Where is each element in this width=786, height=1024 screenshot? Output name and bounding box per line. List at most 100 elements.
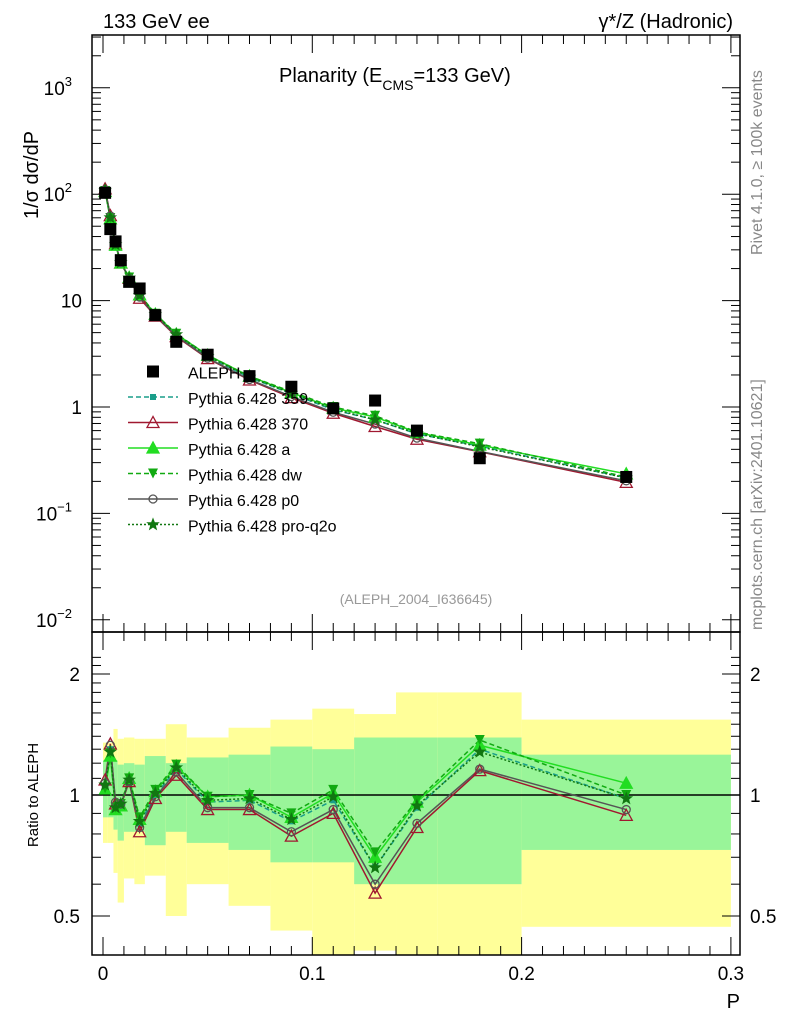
- series-line-main: [104, 190, 627, 479]
- data-point: [104, 223, 117, 236]
- circle-marker: [475, 764, 485, 774]
- stat-uncertainty-band: [134, 764, 145, 832]
- series-line-ratio: [104, 739, 627, 854]
- series-line-main: [104, 190, 627, 478]
- data-point: [620, 470, 633, 483]
- star-marker: [114, 796, 128, 810]
- series-line-main: [104, 190, 627, 479]
- rivet-version-label: Rivet 4.1.0, ≥ 100k events: [749, 70, 766, 255]
- legend-label: Pythia 6.428 p0: [188, 493, 299, 510]
- star-marker: [619, 791, 634, 805]
- star-marker: [472, 439, 487, 453]
- star-marker: [148, 786, 163, 800]
- data-point: [149, 309, 162, 322]
- star-marker: [368, 860, 382, 874]
- circle-marker: [244, 803, 255, 813]
- triangle-marker: [409, 820, 425, 834]
- ratio-axis-label: Ratio to ALEPH: [25, 743, 42, 847]
- data-point: [147, 365, 159, 378]
- data-point: [285, 380, 298, 393]
- star-marker: [410, 798, 424, 812]
- legend-label: Pythia 6.428 370: [188, 417, 308, 434]
- circle-marker: [328, 804, 338, 815]
- x-tick-label: 0.3: [718, 964, 744, 985]
- ratio-tick-label-left: 1: [69, 786, 80, 807]
- triangle-marker: [242, 802, 257, 816]
- star-marker: [98, 777, 112, 791]
- stat-uncertainty-band: [521, 754, 731, 850]
- triangle-marker: [619, 775, 634, 789]
- star-marker: [242, 791, 257, 805]
- analysis-tag: (ALEPH_2004_I636645): [340, 591, 493, 607]
- triangle-marker: [619, 807, 634, 821]
- triangle-marker: [132, 824, 147, 838]
- data-point: [114, 254, 127, 267]
- data-point: [170, 335, 183, 348]
- data-point: [243, 370, 256, 383]
- header-right: γ*/Z (Hadronic): [599, 11, 733, 33]
- main-frame: [91, 34, 741, 633]
- star-marker: [368, 412, 382, 426]
- y-tick-label: 10−1: [36, 499, 72, 525]
- legend: Pythia 6.428 359 Pythia 6.428 370 Pythia 6…: [128, 365, 337, 536]
- data-point: [133, 282, 146, 295]
- circle-marker: [412, 818, 422, 829]
- data-point: [369, 394, 382, 407]
- triangle-marker: [145, 440, 161, 454]
- circle-marker: [370, 879, 380, 889]
- stat-uncertainty-band: [123, 763, 135, 832]
- star-marker: [103, 744, 118, 758]
- stat-uncertainty-band: [107, 760, 114, 818]
- legend-label: Pythia 6.428 a: [188, 442, 290, 459]
- stat-uncertainty-band: [270, 746, 313, 863]
- star-marker: [472, 744, 487, 758]
- data-point: [201, 348, 214, 361]
- x-axis-label: P: [727, 991, 740, 1013]
- y-tick-label: 1: [71, 398, 82, 419]
- y-tick-label: 102: [44, 180, 72, 206]
- ratio-tick-label-right: 0.5: [750, 907, 776, 928]
- data-point: [473, 452, 486, 465]
- circle-marker: [202, 803, 213, 813]
- data-point: [99, 186, 112, 199]
- legend-label: Pythia 6.428 359: [188, 391, 308, 408]
- x-tick-label: 0.1: [299, 964, 325, 985]
- triangle-marker: [409, 431, 425, 445]
- ratio-frame: [91, 631, 741, 956]
- data-point: [123, 275, 136, 288]
- mcplots-label: mcplots.cern.ch [arXiv:2401.10621]: [749, 379, 766, 630]
- legend-label: Pythia 6.428 dw: [188, 468, 302, 485]
- data-point: [327, 402, 340, 415]
- series-line-main: [104, 191, 627, 475]
- legend-label: Pythia 6.428 pro-q2o: [188, 519, 337, 536]
- star-marker: [200, 793, 215, 807]
- data-point: [109, 235, 122, 248]
- circle-marker: [621, 804, 631, 815]
- square-marker: [150, 394, 156, 400]
- stat-uncertainty-band: [437, 737, 522, 885]
- ratio-tick-label-left: 0.5: [54, 907, 80, 928]
- star-marker: [169, 760, 184, 774]
- x-tick-label: 0.2: [508, 964, 534, 985]
- circle-marker: [148, 494, 158, 504]
- circle-marker: [286, 827, 297, 837]
- y-tick-label: 10−2: [36, 606, 72, 632]
- series-line-main: [104, 188, 627, 484]
- triangle-marker: [200, 802, 215, 816]
- triangle-marker: [284, 828, 299, 842]
- star-marker: [132, 814, 147, 828]
- triangle-marker: [472, 763, 487, 777]
- triangle-down-marker: [148, 468, 158, 479]
- header-left: 133 GeV ee: [103, 11, 210, 33]
- y-axis-label: 1/σ dσ/dP: [21, 131, 43, 219]
- star-marker: [122, 772, 137, 786]
- data-point: [410, 424, 423, 437]
- triangle-down-marker: [474, 735, 485, 746]
- legend-label-data: ALEPH: [188, 366, 240, 383]
- markers: [97, 181, 634, 899]
- y-tick-label: 103: [44, 74, 72, 100]
- star-marker: [146, 517, 160, 531]
